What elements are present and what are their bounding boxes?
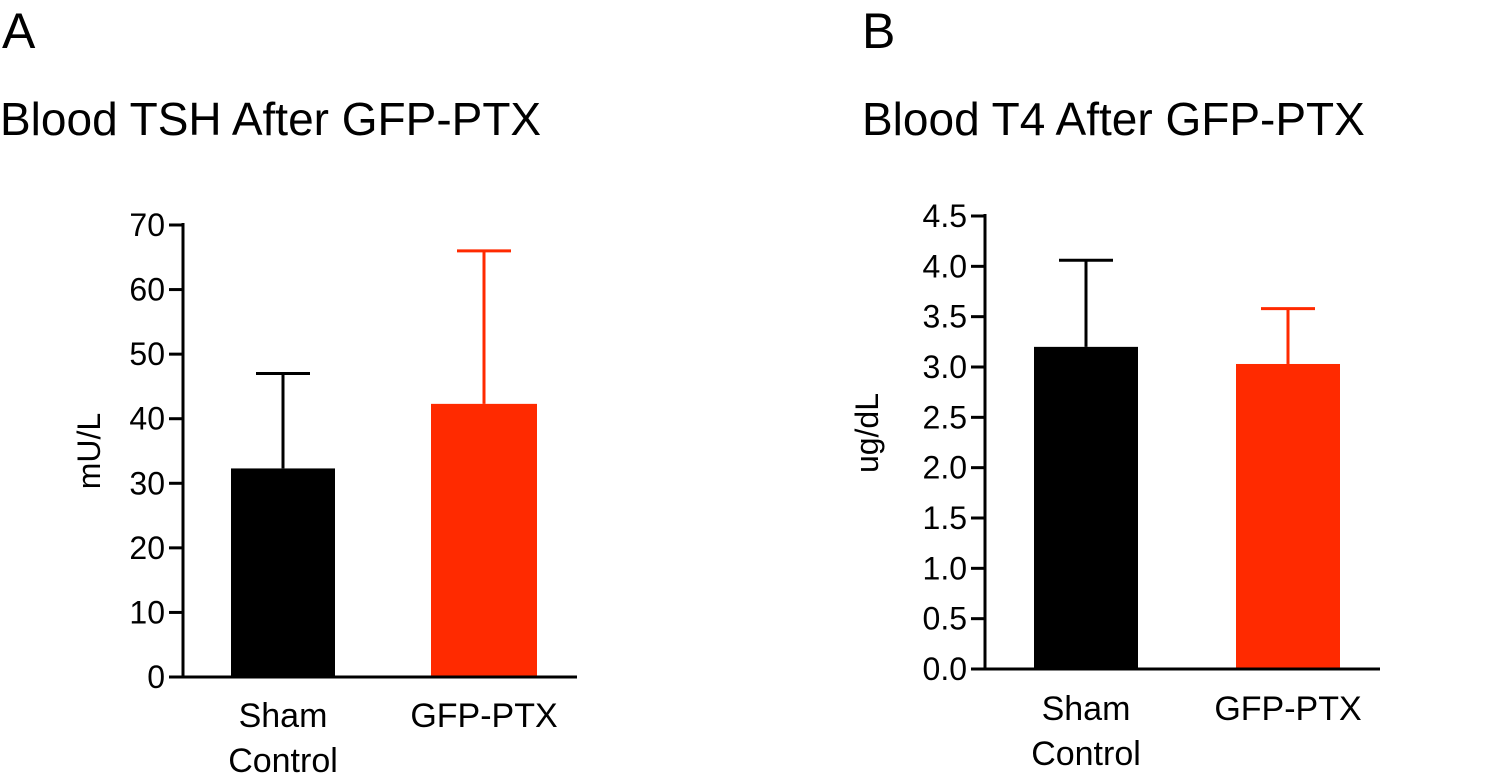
y-tick-label: 40	[129, 401, 165, 437]
panel-letter: B	[862, 3, 895, 59]
category-label: Sham	[1042, 690, 1131, 728]
chart-title: Blood T4 After GFP-PTX	[862, 93, 1365, 145]
panel-a: A Blood TSH After GFP-PTX 0 10 20 30 40 50 60 70 m…	[0, 3, 577, 780]
y-axis-label: mU/L	[71, 413, 107, 489]
bar	[231, 468, 335, 677]
category-label: GFP-PTX	[1214, 690, 1361, 728]
y-tick-label: 4.5	[923, 198, 967, 234]
category-label: GFP-PTX	[410, 697, 557, 735]
y-tick-label: 4.0	[923, 248, 967, 284]
y-tick-label: 1.5	[923, 500, 967, 536]
y-tick-label: 2.0	[923, 450, 967, 486]
y-tick-label: 50	[129, 336, 165, 372]
y-tick-label: 0.0	[923, 651, 967, 687]
y-tick-label: 10	[129, 594, 165, 630]
y-axis-label: ug/dL	[849, 393, 885, 473]
category-label: Control	[228, 742, 338, 780]
category-label: Control	[1031, 735, 1141, 773]
y-tick-label: 1.0	[923, 550, 967, 586]
bar	[1236, 363, 1340, 669]
bar	[1034, 346, 1138, 669]
y-tick-label: 0	[147, 659, 165, 695]
y-tick-label: 3.0	[923, 349, 967, 385]
y-tick-label: 70	[129, 207, 165, 243]
y-tick-label: 0.5	[923, 601, 967, 637]
y-tick-label: 3.5	[923, 299, 967, 335]
y-tick-label: 20	[129, 530, 165, 566]
bar	[431, 403, 537, 677]
y-tick-label: 30	[129, 465, 165, 501]
category-label: Sham	[239, 697, 328, 735]
panel-letter: A	[2, 3, 36, 59]
chart-title: Blood TSH After GFP-PTX	[0, 93, 541, 145]
y-tick-label: 2.5	[923, 399, 967, 435]
panel-b: B Blood T4 After GFP-PTX 0.0 0.5 1.0 1.5 2.0 2.…	[849, 3, 1380, 773]
y-tick-label: 60	[129, 272, 165, 308]
